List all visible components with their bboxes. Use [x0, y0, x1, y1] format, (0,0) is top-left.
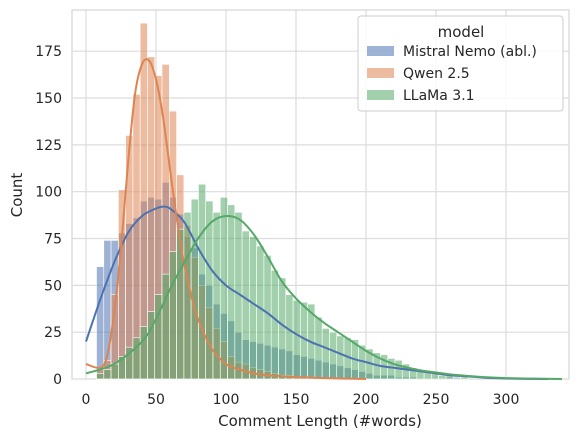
x-tick-label: 250 — [423, 392, 450, 408]
kde-line-series-1 — [85, 58, 367, 380]
legend: model Mistral Nemo (abl.) Qwen 2.5 LLaMa 3… — [357, 15, 564, 112]
legend-label: Qwen 2.5 — [403, 66, 470, 82]
legend-swatch — [367, 68, 394, 78]
y-tick-label: 150 — [35, 91, 62, 107]
legend-label: Mistral Nemo (abl.) — [403, 44, 537, 60]
histogram-bar — [198, 183, 206, 380]
histogram-bar — [256, 245, 265, 380]
histogram-bar — [314, 316, 323, 380]
y-tick-label: 75 — [44, 232, 62, 248]
histogram-bar — [96, 373, 105, 380]
histogram-bar — [132, 93, 141, 380]
x-tick-label: 200 — [353, 392, 380, 408]
y-tick-label: 25 — [44, 325, 62, 341]
histogram-bar — [110, 363, 119, 380]
x-tick-label: 50 — [147, 392, 165, 408]
y-tick-label: 125 — [35, 138, 62, 154]
histogram-bar — [438, 374, 447, 380]
histogram-bar — [329, 331, 338, 380]
legend-swatch — [367, 46, 394, 56]
x-tick-label: 100 — [213, 392, 240, 408]
legend-entries: Mistral Nemo (abl.) Qwen 2.5 LLaMa 3.1 — [367, 44, 537, 104]
histogram-bar — [139, 22, 148, 380]
histogram-bar — [336, 335, 345, 380]
histogram-bar — [161, 273, 170, 380]
histogram-bar — [263, 255, 272, 380]
legend-box — [357, 15, 564, 112]
x-tick-labels: 0 50 100 150 200 250 300 — [82, 392, 520, 408]
histogram-bar — [169, 251, 177, 380]
histogram-bar — [278, 277, 287, 380]
y-tick-label: 175 — [35, 44, 62, 60]
y-tick-label: 0 — [53, 372, 62, 388]
histogram-bar — [118, 189, 126, 380]
kde-line-series-2 — [85, 214, 563, 380]
x-tick-label: 0 — [82, 392, 91, 408]
histogram-bar — [321, 328, 330, 380]
kde-curves — [85, 58, 563, 380]
histogram-bar — [183, 211, 192, 380]
histogram-bar — [241, 230, 250, 380]
legend-swatch — [367, 90, 394, 100]
y-tick-label: 50 — [44, 278, 62, 294]
histogram-bar — [452, 376, 461, 380]
histogram-bar — [96, 266, 105, 380]
x-axis-label: Comment Length (#words) — [218, 412, 422, 430]
histogram-bar — [219, 197, 228, 380]
y-tick-labels: 0 25 50 75 100 125 150 175 — [35, 44, 62, 388]
x-tick-label: 150 — [283, 392, 310, 408]
y-tick-label: 100 — [35, 185, 62, 201]
histogram-bar — [270, 270, 279, 380]
histogram-bar — [103, 369, 112, 380]
legend-label: LLaMa 3.1 — [403, 88, 475, 104]
histogram-bar — [460, 376, 469, 380]
x-tick-label: 300 — [493, 392, 520, 408]
histogram-bar — [190, 198, 199, 380]
y-axis-label: Count — [8, 173, 26, 218]
bars-series-2 — [96, 183, 469, 380]
histogram-bar — [285, 294, 294, 380]
histogram-bar — [249, 236, 257, 380]
histogram-bar — [292, 300, 301, 380]
legend-title: model — [438, 23, 485, 41]
